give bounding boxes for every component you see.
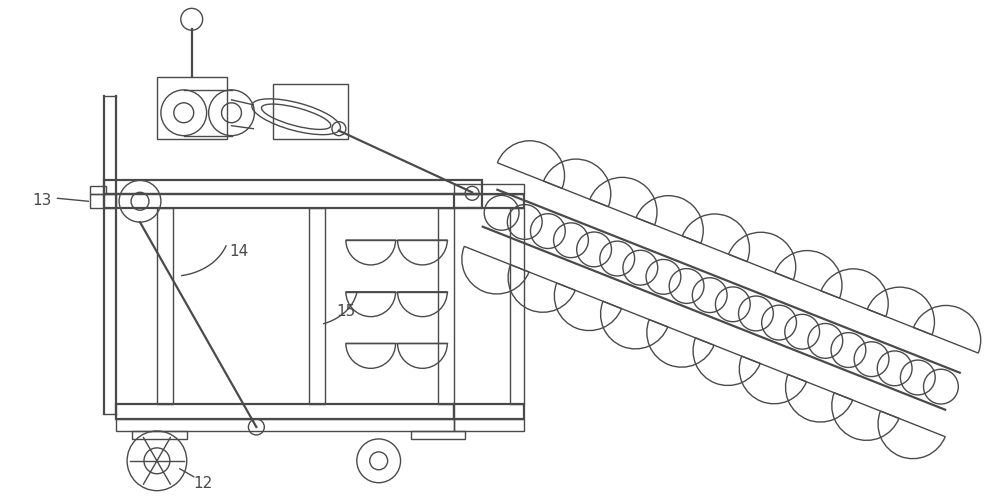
Bar — [104, 180, 482, 194]
Bar — [90, 186, 106, 194]
Bar — [157, 208, 173, 404]
Bar — [454, 419, 524, 431]
Bar — [132, 431, 187, 439]
Bar — [411, 431, 465, 439]
Bar — [104, 194, 482, 208]
Bar — [438, 208, 454, 404]
Bar — [309, 208, 325, 404]
Bar — [454, 194, 524, 208]
Bar — [90, 194, 116, 208]
Bar — [157, 77, 227, 138]
Text: 15: 15 — [336, 304, 355, 319]
Bar — [116, 404, 454, 419]
Bar — [454, 184, 524, 194]
Bar — [273, 84, 348, 138]
Text: 14: 14 — [230, 244, 249, 260]
Text: 13: 13 — [33, 193, 52, 208]
Bar — [454, 404, 524, 419]
Text: 12: 12 — [194, 476, 213, 491]
Bar — [510, 208, 524, 404]
Bar — [116, 419, 454, 431]
